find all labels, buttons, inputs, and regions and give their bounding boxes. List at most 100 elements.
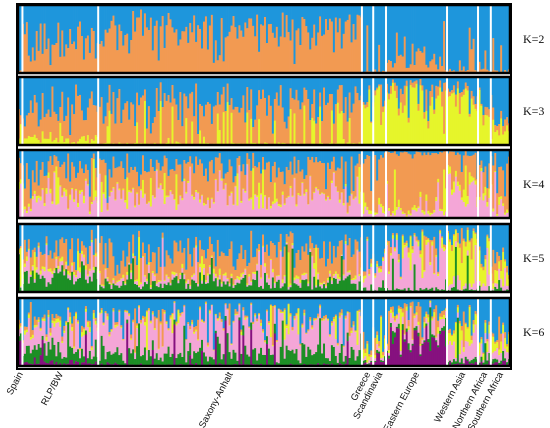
bar-segment <box>138 306 141 308</box>
bar-segment <box>71 330 74 349</box>
bar-segment <box>256 264 259 271</box>
bar-segment <box>35 272 39 293</box>
bar-segment <box>399 354 403 357</box>
bar-segment <box>163 283 166 293</box>
bar-segment <box>295 206 298 219</box>
bar-segment <box>315 186 318 189</box>
bar-segment <box>425 64 428 74</box>
bar-segment <box>435 150 438 154</box>
bar-segment <box>202 224 206 251</box>
bar-segment <box>346 212 349 214</box>
bar-segment <box>246 164 249 219</box>
bar-segment <box>86 263 90 275</box>
bar-segment <box>399 54 403 74</box>
bar-segment <box>386 224 389 241</box>
bar-segment <box>427 239 430 243</box>
bar-segment <box>389 93 393 146</box>
bar-segment <box>289 231 292 284</box>
bar-segment <box>447 77 450 89</box>
bar-segment <box>71 189 74 219</box>
bar-segment <box>202 136 206 146</box>
bar-segment <box>285 224 288 235</box>
bar-segment <box>303 150 306 180</box>
bar-segment <box>456 312 460 318</box>
bar-segment <box>309 120 312 145</box>
bar-segment <box>51 271 54 275</box>
bar-segment <box>204 104 208 144</box>
bar-segment <box>153 358 157 366</box>
bar-segment <box>250 18 253 74</box>
bar-segment <box>27 345 31 364</box>
bar-segment <box>29 353 33 364</box>
bar-segment <box>395 327 399 367</box>
bar-segment <box>423 152 426 212</box>
bar-segment <box>175 323 178 326</box>
bar-segment <box>179 240 182 274</box>
bar-segment <box>102 5 105 47</box>
bar-segment <box>328 224 332 242</box>
bar-segment <box>448 361 452 367</box>
bar-segment <box>57 177 60 204</box>
bar-segment <box>256 14 259 74</box>
bar-segment <box>80 5 84 37</box>
bar-segment <box>63 271 66 276</box>
bar-segment <box>33 278 37 283</box>
bar-segment <box>55 313 58 320</box>
bar-segment <box>500 199 503 219</box>
bar-segment <box>195 353 198 364</box>
bar-segment <box>167 95 170 139</box>
bar-segment <box>191 358 194 364</box>
bar-segment <box>199 309 202 349</box>
bar-segment <box>79 272 82 279</box>
bar-segment <box>157 360 161 366</box>
bar-segment <box>132 188 135 219</box>
bar-segment <box>413 315 416 319</box>
bar-segment <box>395 315 399 319</box>
bar-segment <box>325 288 328 293</box>
bar-segment <box>450 251 454 285</box>
bar-segment <box>321 224 324 259</box>
bar-segment <box>456 152 460 182</box>
bar-segment <box>106 126 109 146</box>
bar-segment <box>287 286 290 290</box>
bar-segment <box>358 224 361 252</box>
bar-segment <box>41 188 44 190</box>
bar-segment <box>472 38 475 74</box>
bar-segment <box>246 87 249 113</box>
bar-segment <box>106 316 109 320</box>
bar-segment <box>281 313 285 321</box>
bar-segment <box>460 298 464 327</box>
bar-segment <box>478 355 481 363</box>
bar-segment <box>419 306 422 345</box>
bar-segment <box>104 224 107 244</box>
bar-segment <box>458 243 462 248</box>
bar-segment <box>63 242 66 270</box>
bar-segment <box>498 135 501 146</box>
bar-segment <box>427 150 430 153</box>
bar-segment <box>289 77 292 89</box>
bar-segment <box>220 282 224 284</box>
bar-segment <box>242 309 245 311</box>
bar-segment <box>417 5 420 49</box>
bar-segment <box>393 90 397 146</box>
bar-segment <box>35 349 39 365</box>
bar-segment <box>293 64 296 74</box>
bar-segment <box>234 313 237 316</box>
bar-segment <box>145 5 149 28</box>
bar-segment <box>114 298 117 323</box>
bar-segment <box>55 256 58 260</box>
bar-segment <box>427 77 430 122</box>
bar-segment <box>206 150 210 182</box>
bar-segment <box>69 194 72 201</box>
bar-segment <box>47 38 50 74</box>
bar-segment <box>106 210 109 219</box>
bar-segment <box>47 298 50 311</box>
bar-segment <box>271 272 275 278</box>
bar-segment <box>506 125 509 146</box>
bar-segment <box>84 298 88 307</box>
bar-segment <box>65 224 68 240</box>
bar-segment <box>23 209 27 219</box>
bar-segment <box>350 330 353 334</box>
bar-segment <box>338 85 342 114</box>
bar-segment <box>132 319 135 322</box>
